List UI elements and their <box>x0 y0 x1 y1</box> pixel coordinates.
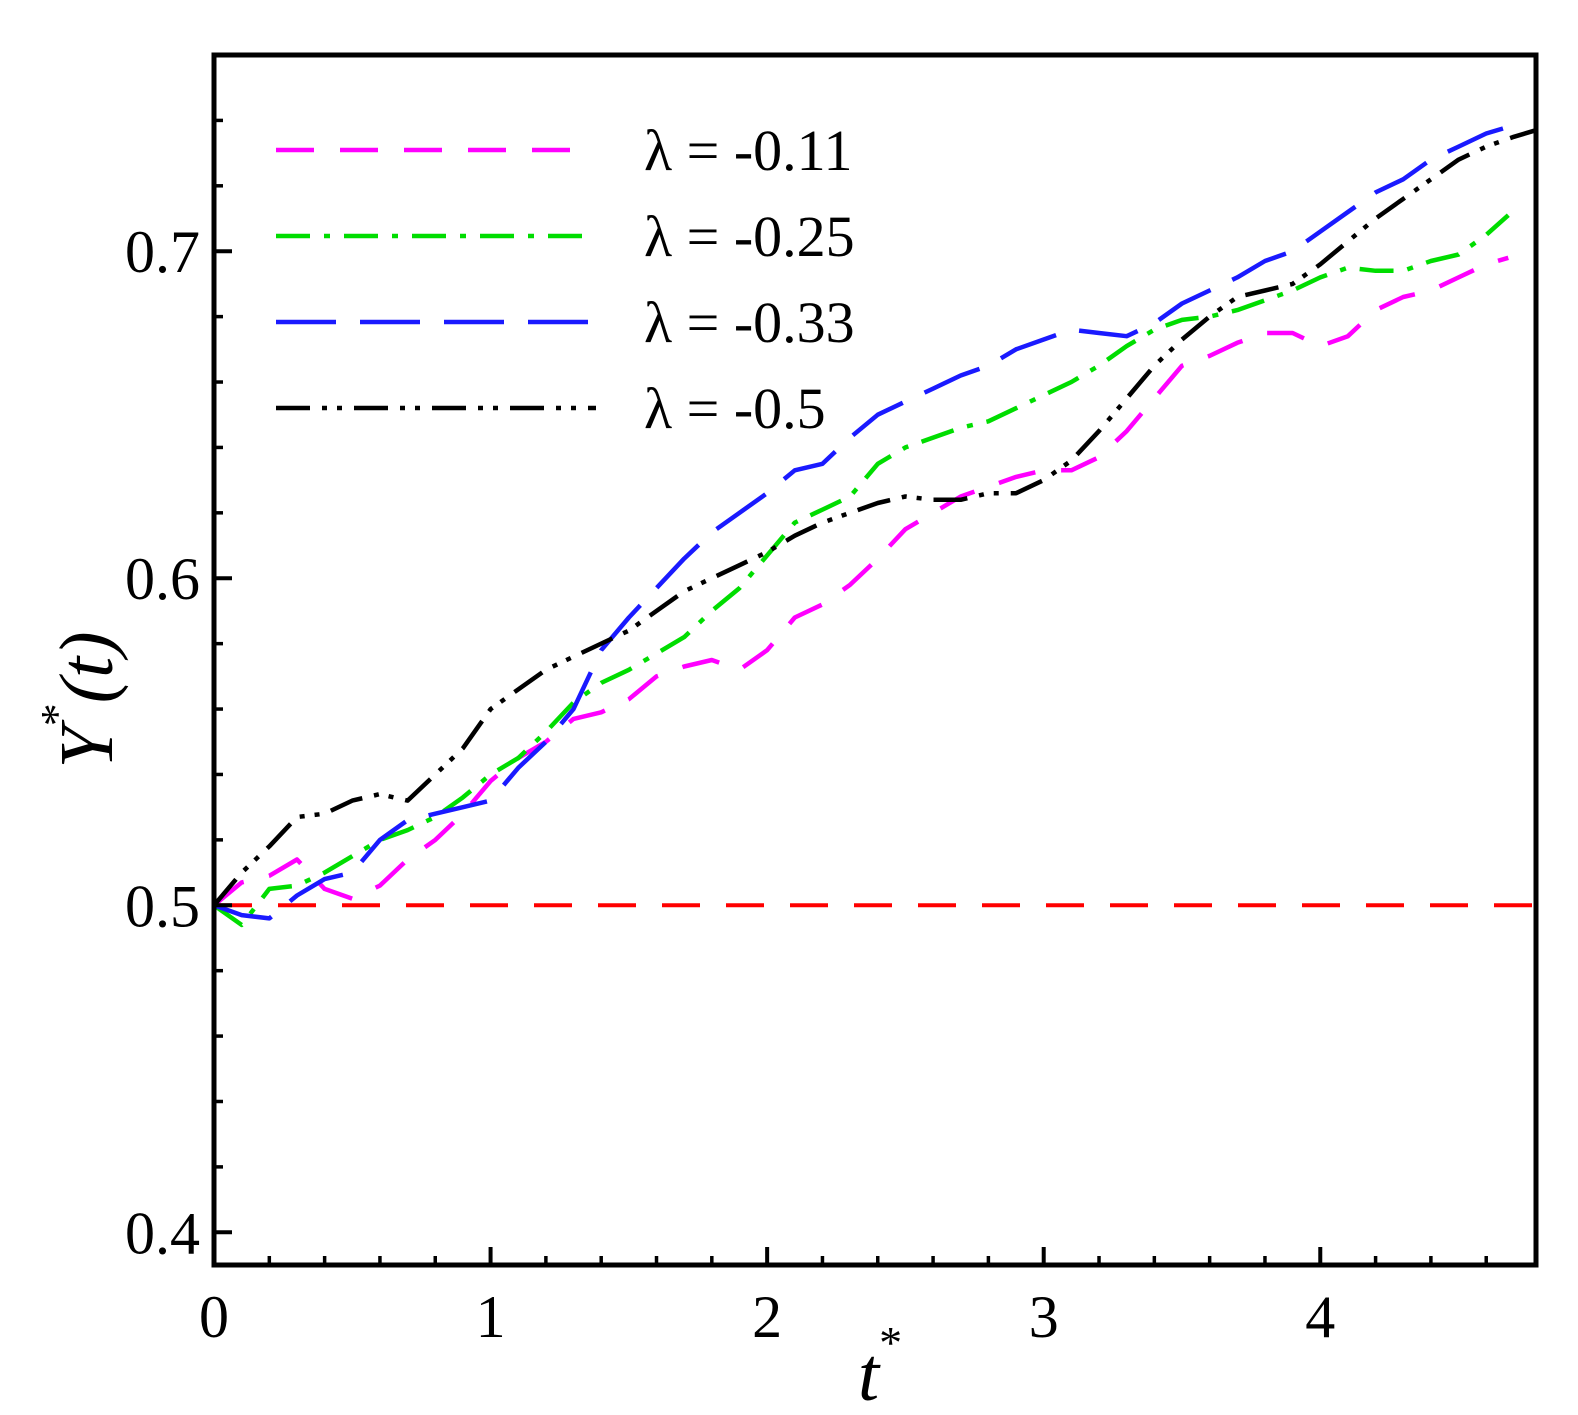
y-tick-label: 0.4 <box>125 1200 200 1266</box>
ticks-layer: 0 1 2 3 4 0.4 0.5 0.6 0.7 <box>125 53 1488 1350</box>
y-tick-label: 0.5 <box>125 873 200 939</box>
legend-label-4: λ = -0.5 <box>644 376 826 441</box>
x-tick-label: 2 <box>752 1284 782 1350</box>
legend-label-3: λ = -0.33 <box>644 290 855 355</box>
series-line-3 <box>213 124 1509 921</box>
series-line-1 <box>212 255 1509 908</box>
legend-label-1: λ = -0.11 <box>644 118 853 183</box>
series-line-2 <box>212 213 1510 928</box>
x-tick-label: 4 <box>1305 1284 1335 1350</box>
legend: λ = -0.11 λ = -0.25 λ = -0.33 λ = -0.5 <box>276 118 855 441</box>
x-tick-label: 3 <box>1029 1284 1059 1350</box>
plot-frame <box>211 52 1539 1268</box>
x-axis-title: t* <box>858 1317 902 1415</box>
series-line-4 <box>212 128 1537 907</box>
y-tick-label: 0.6 <box>125 546 200 612</box>
series-layer <box>212 124 1537 928</box>
legend-label-2: λ = -0.25 <box>644 204 855 269</box>
x-tick-label: 1 <box>476 1284 506 1350</box>
x-tick-label: 0 <box>199 1284 229 1350</box>
y-tick-label: 0.7 <box>125 219 200 285</box>
y-axis-title: Y*(t) <box>31 631 129 768</box>
